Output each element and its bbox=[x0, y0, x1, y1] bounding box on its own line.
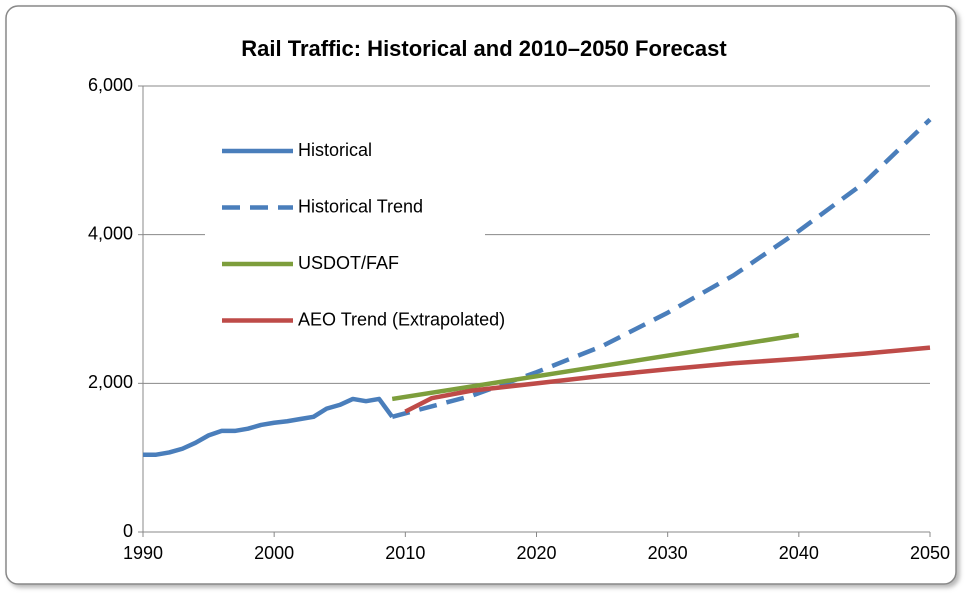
x-tick-label: 2020 bbox=[516, 543, 556, 563]
x-tick-label: 2030 bbox=[648, 543, 688, 563]
legend-label: Historical Trend bbox=[298, 196, 423, 216]
y-tick-label: 2,000 bbox=[88, 372, 133, 392]
series-line bbox=[391, 117, 932, 419]
x-tick-label: 2050 bbox=[910, 543, 950, 563]
series-line bbox=[391, 332, 800, 402]
series-line bbox=[404, 345, 931, 414]
chart-title: Rail Traffic: Historical and 2010–2050 F… bbox=[241, 36, 727, 61]
y-tick-label: 0 bbox=[123, 521, 133, 541]
x-tick-label: 2040 bbox=[779, 543, 819, 563]
y-tick-label: 4,000 bbox=[88, 223, 133, 243]
legend-label: USDOT/FAF bbox=[298, 253, 399, 273]
series-line bbox=[143, 396, 395, 457]
y-tick-label: 6,000 bbox=[88, 75, 133, 95]
legend-box bbox=[205, 125, 485, 340]
legend-label: Historical bbox=[298, 140, 372, 160]
x-tick-label: 2010 bbox=[385, 543, 425, 563]
x-tick-label: 1990 bbox=[123, 543, 163, 563]
legend-label: AEO Trend (Extrapolated) bbox=[298, 309, 505, 329]
x-tick-label: 2000 bbox=[254, 543, 294, 563]
